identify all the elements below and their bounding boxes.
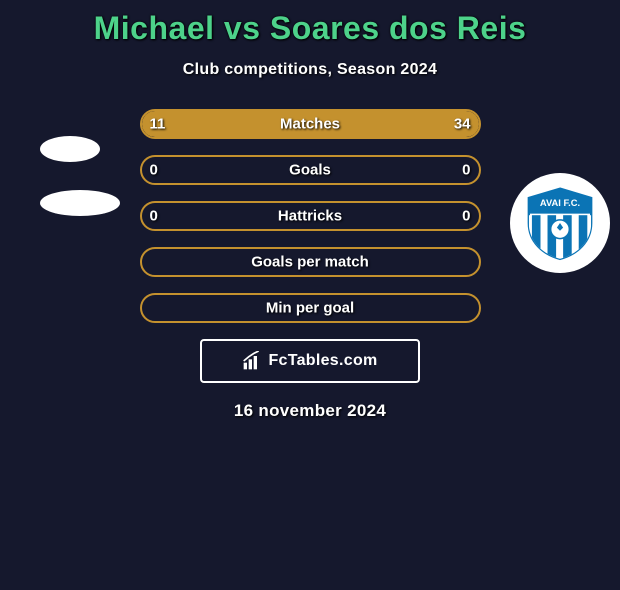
- stat-bar-value-left: 11: [150, 116, 166, 133]
- stat-bar-value-left: 0: [150, 208, 158, 225]
- avatar-body-icon: [40, 190, 120, 216]
- team-right-logo: AVAI F.C.: [510, 173, 610, 273]
- stat-bar-label: Min per goal: [266, 300, 354, 317]
- stat-bar-value-right: 0: [462, 208, 470, 225]
- watermark-text: FcTables.com: [268, 352, 377, 370]
- stat-bar: Min per goal: [140, 293, 481, 323]
- stat-bar-value-right: 0: [462, 162, 470, 179]
- stat-bar: Goals per match: [140, 247, 481, 277]
- stat-bar-fill-right: [224, 111, 479, 137]
- watermark: FcTables.com: [200, 339, 420, 383]
- stat-bar-label: Goals: [289, 162, 331, 179]
- comparison-content: AVAI F.C. Matches1134Goals00Hattricks00G…: [0, 109, 620, 421]
- snapshot-date: 16 november 2024: [0, 401, 620, 421]
- stat-bars: Matches 11 34 Goals 0 0 Hattricks 0 0 Goals per m…: [140, 109, 481, 323]
- stat-bar: Matches 11 34: [140, 109, 481, 139]
- shield-icon: AVAI F.C.: [521, 184, 599, 262]
- stat-bar-label: Matches: [280, 116, 340, 133]
- svg-text:AVAI F.C.: AVAI F.C.: [540, 198, 580, 208]
- avatar-head-icon: [40, 136, 100, 162]
- stat-bar-label: Hattricks: [278, 208, 342, 225]
- chart-icon: [242, 351, 262, 371]
- stat-bar: Hattricks 0 0: [140, 201, 481, 231]
- comparison-title: Michael vs Soares dos Reis: [0, 10, 620, 47]
- stat-bar-value-left: 0: [150, 162, 158, 179]
- stat-bar-value-right: 34: [454, 116, 471, 133]
- stat-bar: Goals 0 0: [140, 155, 481, 185]
- player-left-avatar: [10, 119, 110, 219]
- stat-bar-label: Goals per match: [251, 254, 369, 271]
- comparison-subtitle: Club competitions, Season 2024: [0, 61, 620, 79]
